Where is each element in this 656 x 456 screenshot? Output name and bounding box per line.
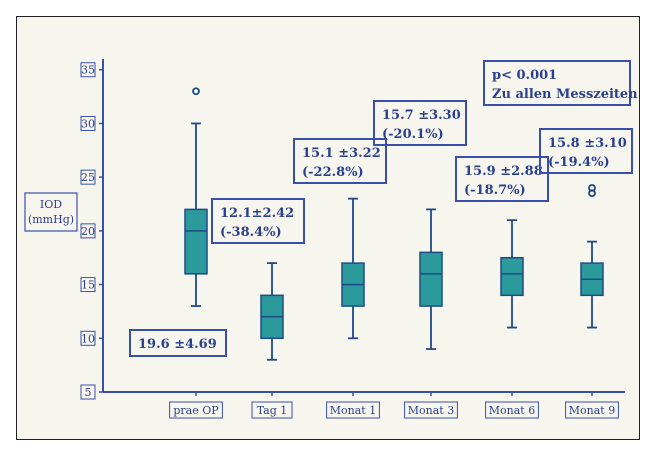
y-tick-label: 30 xyxy=(81,117,95,130)
y-tick-label-frame xyxy=(80,223,96,239)
annotation-text: 15.7 ±3.30 xyxy=(382,108,461,123)
annotation-box xyxy=(539,128,633,174)
y-tick-label-frame xyxy=(80,384,96,400)
annotation-box xyxy=(293,138,387,184)
x-tick-label-frame xyxy=(485,401,539,419)
annotation-text: 12.1±2.42 xyxy=(220,206,294,221)
x-tick-label: Monat 6 xyxy=(489,404,535,417)
y-tick-label: 15 xyxy=(81,279,95,292)
x-tick-label-frame xyxy=(404,401,458,419)
box-iqr xyxy=(500,256,524,297)
y-tick-label-frame xyxy=(80,115,96,131)
y-tick-label-frame xyxy=(80,169,96,185)
annotation-text: (-22.8%) xyxy=(302,165,364,180)
x-tick-label-frame xyxy=(326,401,380,419)
x-tick-label: prae OP xyxy=(173,404,219,417)
y-tick-label: 10 xyxy=(81,332,95,345)
y-tick-label-frame xyxy=(80,330,96,346)
annotation-text: (-38.4%) xyxy=(220,225,282,240)
y-tick-label: 5 xyxy=(85,386,92,399)
annotation-text: 15.1 ±3.22 xyxy=(302,146,381,161)
x-tick-label: Monat 1 xyxy=(330,404,376,417)
x-tick-label: Monat 3 xyxy=(408,404,454,417)
annotation-box xyxy=(373,100,467,146)
annotation-box xyxy=(483,60,631,106)
y-tick-label-frame xyxy=(80,62,96,78)
annotation-text: p< 0.001 xyxy=(492,68,557,83)
annotation-text: 15.9 ±2.88 xyxy=(464,164,543,179)
annotation-text: (-20.1%) xyxy=(382,127,444,142)
box-iqr xyxy=(419,251,443,307)
y-axis-label-unit: (mmHg) xyxy=(28,213,74,226)
y-tick-label: 35 xyxy=(81,64,95,77)
annotation-box xyxy=(211,198,305,244)
outlier-point xyxy=(192,87,200,96)
annotation-text: (-18.7%) xyxy=(464,183,526,198)
outlier-point xyxy=(588,184,596,192)
x-tick-label-frame xyxy=(169,401,223,419)
y-tick-label: 25 xyxy=(81,171,95,184)
annotation-text: Zu allen Messzeiten xyxy=(492,87,638,102)
x-tick-label: Monat 9 xyxy=(569,404,615,417)
box-iqr xyxy=(184,208,208,275)
y-tick-label: 20 xyxy=(81,225,95,238)
annotation-box xyxy=(129,329,227,357)
annotation-text: (-19.4%) xyxy=(548,155,610,170)
annotation-text: 15.8 ±3.10 xyxy=(548,136,627,151)
x-tick-label: Tag 1 xyxy=(257,404,288,417)
x-tick-label-frame xyxy=(251,401,293,419)
y-tick-label-frame xyxy=(80,277,96,293)
y-axis-label-frame xyxy=(24,192,78,232)
annotation-text: 19.6 ±4.69 xyxy=(138,337,217,352)
x-tick-label-frame xyxy=(565,401,619,419)
chart-frame: 5 10 15 20 25 30 35 IOD (mmHg) prae OP Tag 1 Monat … xyxy=(16,16,640,440)
boxplot-chart: 5 10 15 20 25 30 35 IOD (mmHg) prae OP Tag 1 Monat … xyxy=(24,59,638,419)
annotation-box xyxy=(455,156,549,202)
y-axis-label: IOD xyxy=(40,198,62,211)
